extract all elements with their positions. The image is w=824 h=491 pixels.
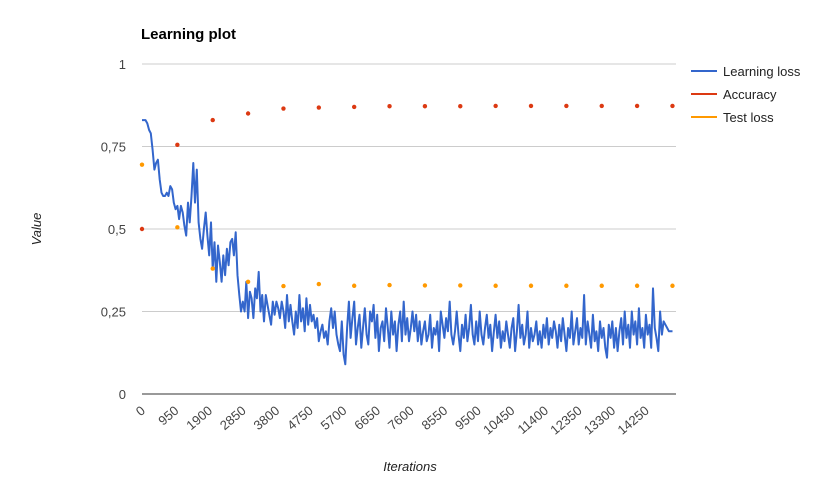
x-tick-label: 13300	[581, 403, 618, 438]
x-tick-label: 12350	[547, 403, 584, 438]
data-point-test-loss	[599, 283, 604, 288]
data-point-test-loss	[528, 283, 534, 288]
data-point-test-loss	[670, 283, 675, 288]
data-point-accuracy	[175, 142, 180, 148]
x-tick-label: 9500	[452, 403, 484, 433]
legend-label-learning-loss: Learning loss	[723, 64, 801, 79]
data-point-test-loss	[493, 283, 498, 288]
data-point-test-loss	[175, 225, 180, 230]
chart-title: Learning plot	[141, 26, 236, 43]
y-tick-label: 0	[119, 387, 126, 402]
data-point-accuracy	[281, 106, 286, 111]
data-point-test-loss	[139, 162, 145, 167]
x-tick-label: 3800	[251, 403, 283, 433]
data-point-test-loss	[351, 283, 357, 288]
data-point-accuracy	[316, 105, 322, 110]
data-point-accuracy	[599, 103, 604, 109]
y-tick-label: 0,75	[101, 140, 126, 155]
data-point-test-loss	[634, 283, 640, 288]
data-point-accuracy	[139, 226, 145, 232]
legend: Learning loss Accuracy Test loss	[691, 64, 801, 125]
data-point-accuracy	[387, 104, 392, 109]
legend-label-test-loss: Test loss	[723, 110, 774, 125]
data-point-test-loss	[281, 283, 286, 289]
data-point-test-loss	[210, 266, 215, 271]
x-axis-title: Iterations	[383, 459, 437, 474]
gridlines	[142, 63, 676, 395]
x-axis-ticks: 0 950 1900 2850 3800 4750 5700 6650 7600 8550 9500…	[133, 403, 652, 438]
data-point-accuracy	[245, 111, 251, 116]
data-point-accuracy	[634, 103, 640, 109]
x-tick-label: 6650	[351, 403, 383, 433]
data-point-accuracy	[422, 104, 428, 109]
x-tick-label: 11400	[514, 403, 551, 437]
data-point-test-loss	[458, 283, 463, 288]
data-point-accuracy	[458, 104, 463, 109]
x-tick-label: 10450	[480, 403, 517, 438]
x-tick-label: 4750	[284, 403, 316, 433]
x-tick-label: 5700	[318, 403, 350, 433]
y-axis-ticks: 0 0,25 0,5 0,75 1	[101, 57, 126, 402]
data-point-accuracy	[210, 117, 215, 123]
y-tick-label: 1	[119, 57, 126, 72]
x-tick-label: 950	[155, 403, 181, 428]
series-line-learning-loss	[142, 119, 673, 366]
series-layer	[139, 103, 675, 366]
x-tick-label: 2850	[217, 403, 249, 433]
data-point-test-loss	[245, 279, 251, 284]
data-point-test-loss	[387, 282, 392, 288]
data-point-test-loss	[422, 283, 428, 288]
x-tick-label: 8550	[418, 403, 450, 433]
data-point-test-loss	[316, 281, 322, 287]
data-point-accuracy	[564, 103, 569, 109]
legend-label-accuracy: Accuracy	[723, 87, 777, 102]
y-axis-title: Value	[29, 213, 44, 246]
x-tick-label: 0	[133, 403, 148, 419]
x-tick-label: 7600	[385, 403, 417, 433]
y-tick-label: 0,25	[101, 305, 126, 320]
data-point-test-loss	[564, 283, 569, 288]
data-point-accuracy	[493, 103, 498, 109]
data-point-accuracy	[670, 103, 675, 109]
x-tick-label: 1900	[183, 403, 215, 433]
data-point-accuracy	[528, 103, 534, 109]
data-point-accuracy	[351, 104, 357, 110]
y-tick-label: 0,5	[108, 222, 126, 237]
x-tick-label: 14250	[615, 403, 652, 438]
